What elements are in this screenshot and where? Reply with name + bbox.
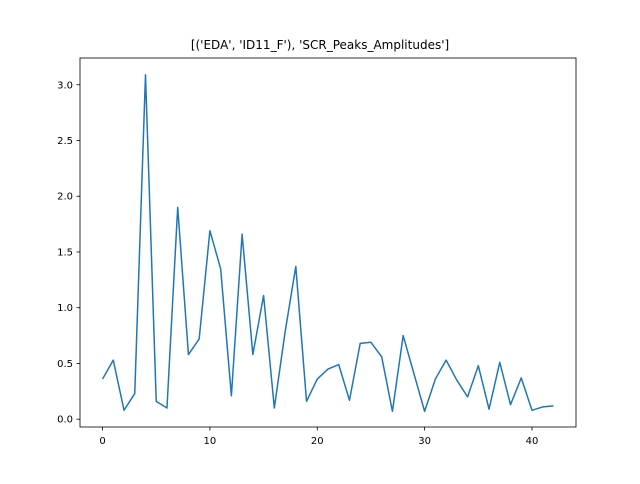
y-tick-label: 2.0 — [57, 192, 73, 203]
x-tick-label: 30 — [418, 436, 431, 447]
y-axis: 0.0 0.5 1.0 1.5 2.0 2.5 3.0 — [57, 80, 80, 426]
chart-title: [('EDA', 'ID11_F'), 'SCR_Peaks_Amplitude… — [191, 38, 449, 52]
x-tick-label: 10 — [204, 436, 217, 447]
x-tick-label: 0 — [99, 436, 105, 447]
y-tick-label: 1.0 — [57, 303, 73, 314]
x-tick-label: 40 — [526, 436, 539, 447]
x-axis: 0 10 20 30 40 — [99, 427, 538, 447]
y-tick-label: 2.5 — [57, 136, 73, 147]
x-tick-label: 20 — [311, 436, 324, 447]
axes-frame — [79, 57, 577, 428]
y-tick-label: 1.5 — [57, 247, 73, 258]
y-tick-label: 0.0 — [57, 415, 73, 426]
plot-layer — [101, 73, 554, 413]
series-line — [101, 73, 554, 413]
y-tick-label: 0.5 — [57, 359, 73, 370]
y-tick-label: 3.0 — [57, 80, 73, 91]
